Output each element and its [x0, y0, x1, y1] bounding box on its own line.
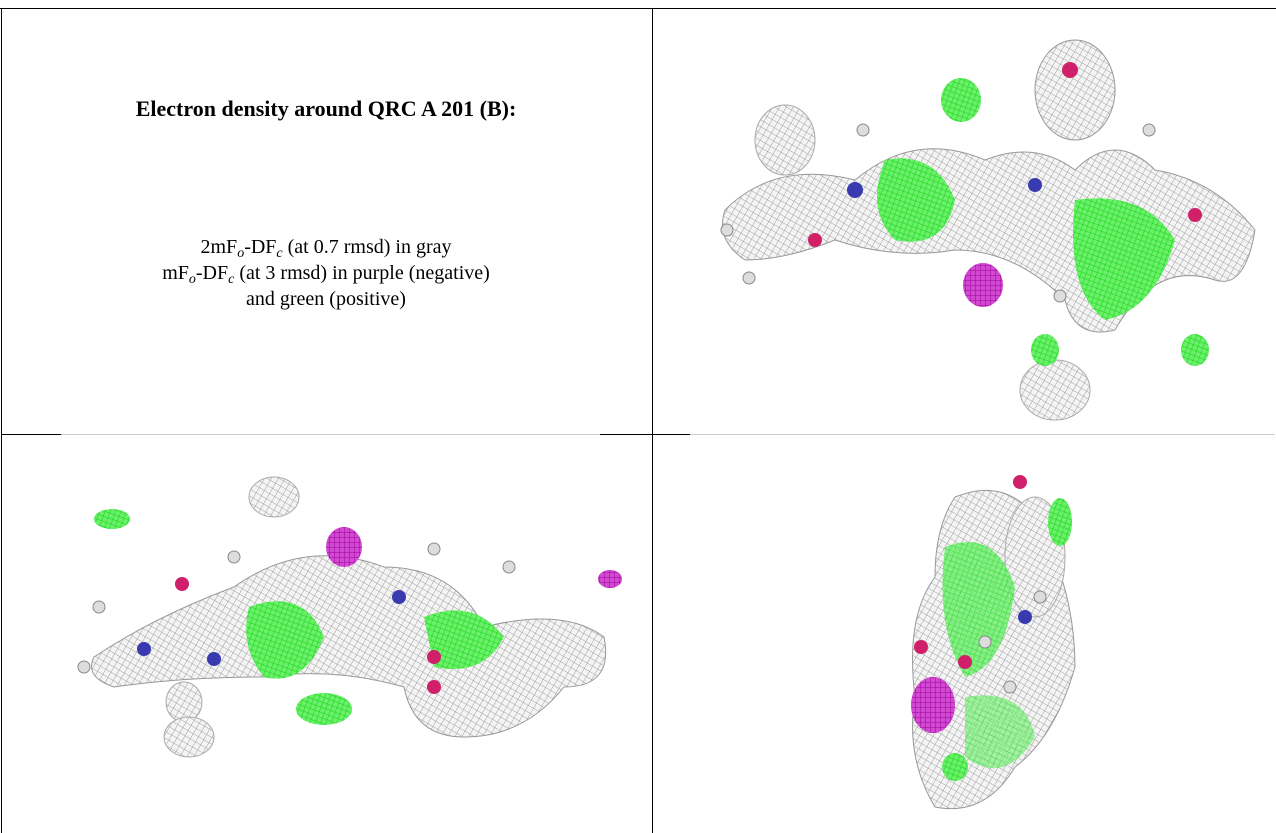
density-image-1	[655, 10, 1275, 432]
text: and green (positive)	[246, 288, 406, 310]
legend-line: 2mFo-DFc(at 0.7 rmsd) in gray	[0, 234, 652, 260]
text: -DF	[244, 236, 276, 258]
border-middle	[652, 8, 653, 833]
caption-legend: 2mFo-DFc(at 0.7 rmsd) in gray mFo-DFc(at…	[0, 234, 652, 312]
subscript: c	[228, 272, 234, 287]
text: (at 0.7 rmsd) in gray	[288, 236, 452, 258]
density-image-3	[655, 437, 1275, 832]
subscript: o	[189, 272, 196, 287]
subscript: c	[276, 246, 282, 261]
caption-title: Electron density around QRC A 201 (B):	[0, 96, 652, 122]
page: Electron density around QRC A 201 (B): 2…	[0, 0, 1276, 833]
border-left	[1, 8, 2, 833]
text: -DF	[196, 262, 228, 284]
text: (at 3 rmsd) in purple (negative)	[239, 262, 489, 284]
legend-line: mFo-DFc (at 3 rmsd) in purple (negative)	[0, 260, 652, 286]
border-row-left	[1, 434, 61, 435]
text: mF	[162, 262, 189, 284]
border-top	[0, 8, 1276, 9]
density-image-2	[4, 437, 650, 832]
border-row-mid	[600, 434, 690, 435]
text: 2mF	[201, 236, 238, 258]
legend-line: and green (positive)	[0, 286, 652, 312]
